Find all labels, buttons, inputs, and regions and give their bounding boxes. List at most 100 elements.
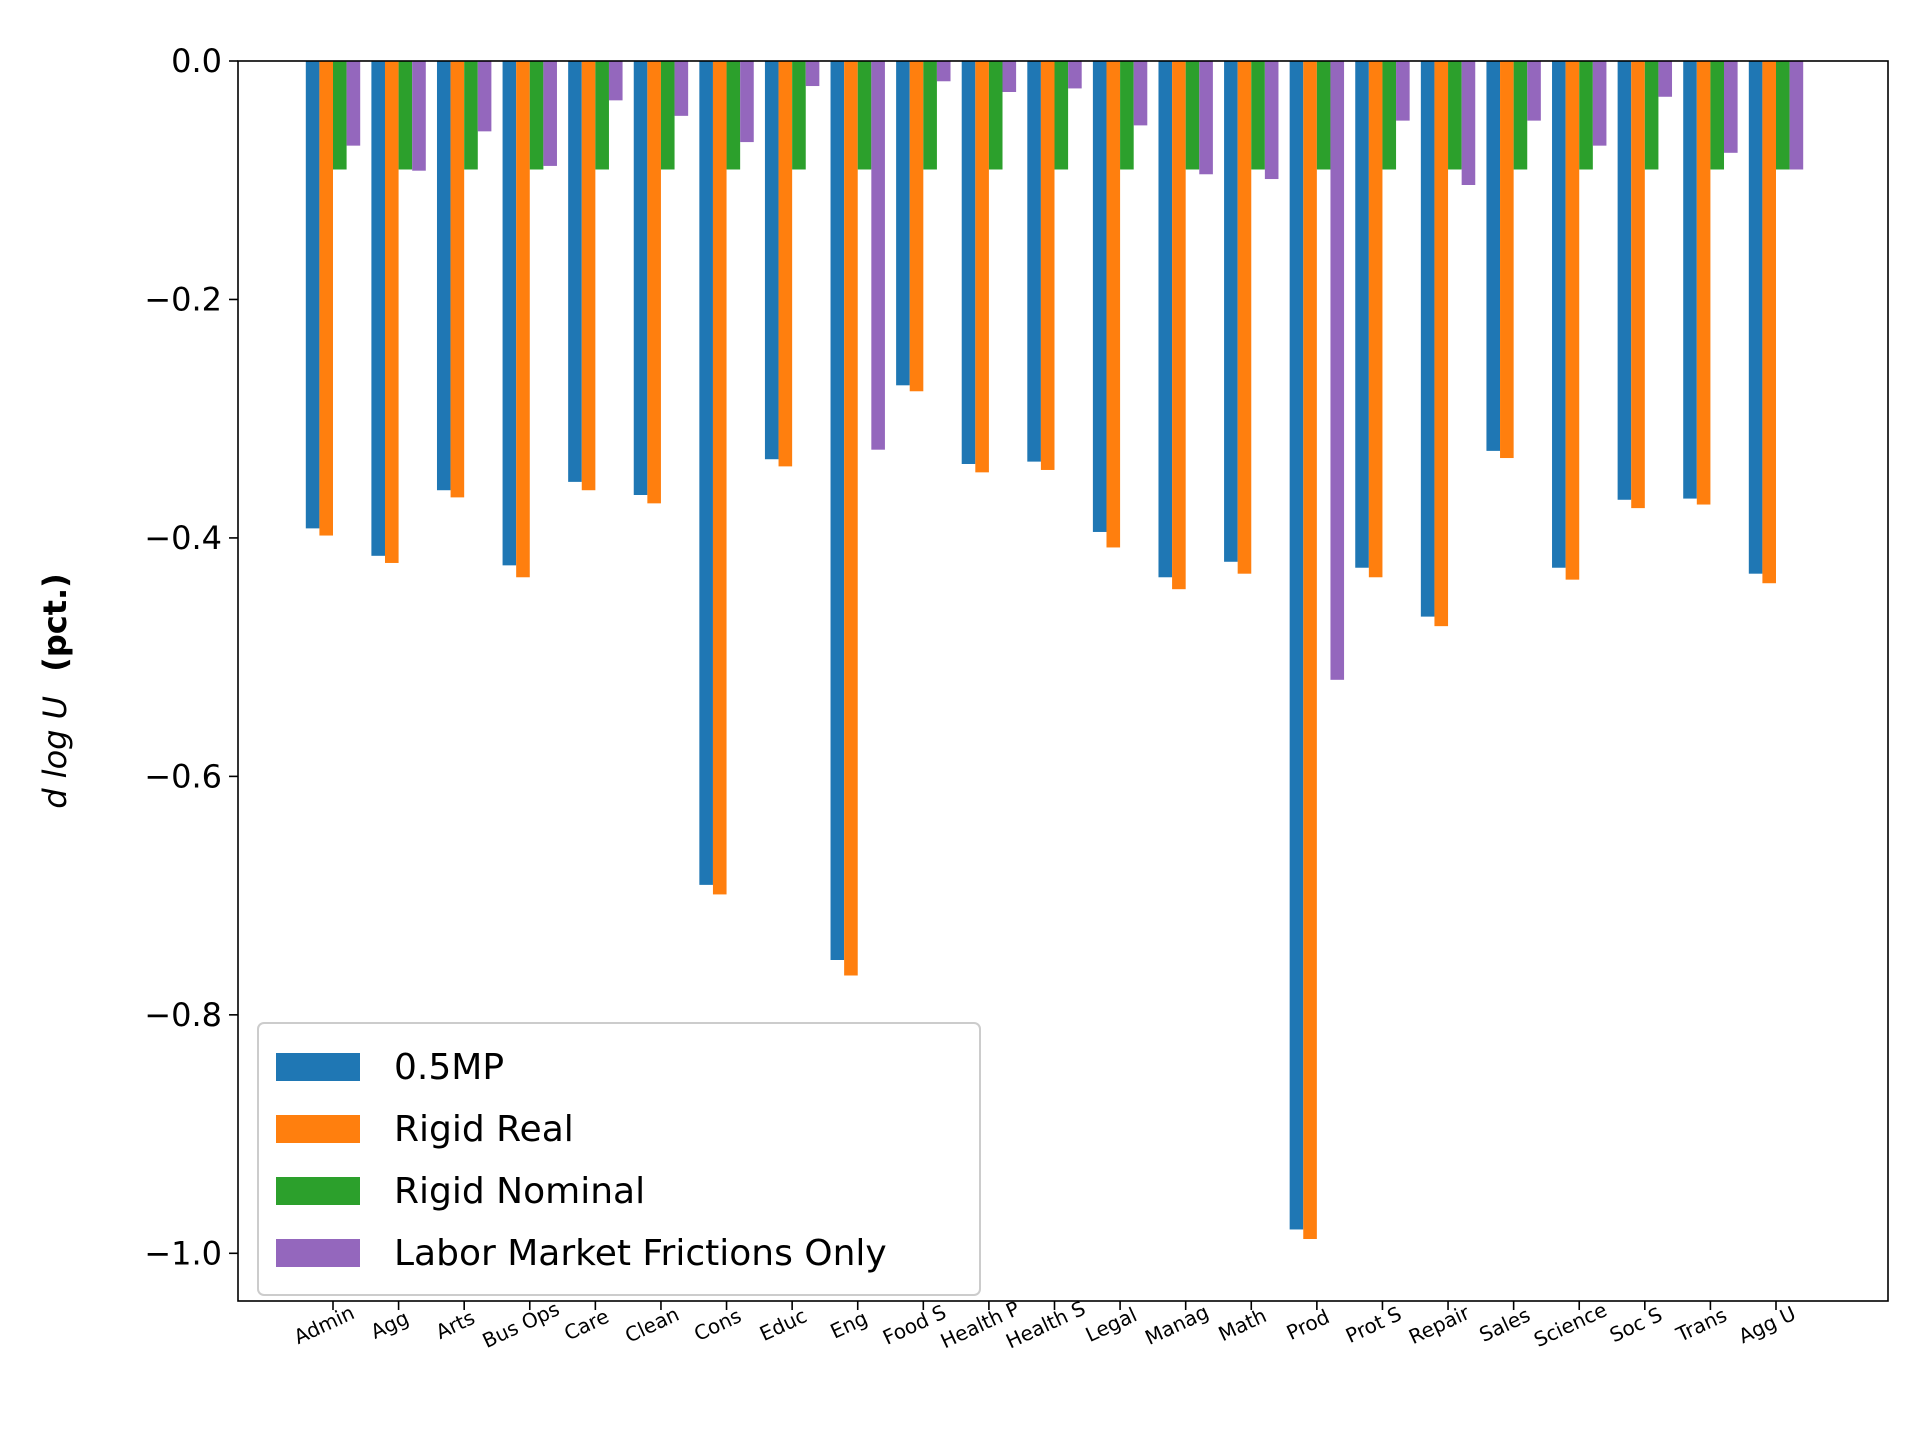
bar-agg-series-4	[412, 61, 426, 171]
legend-label: 0.5MP	[394, 1047, 504, 1088]
bar-soc-s-series-4	[1658, 61, 1673, 97]
bar-bus-ops-series-2	[516, 61, 530, 578]
y-axis-label-math: d log U	[36, 696, 74, 809]
bar-health-p-series-3	[988, 61, 1003, 170]
bar-legal-series-3	[1120, 61, 1134, 170]
legend-swatch	[276, 1115, 360, 1143]
bar-admin-series-3	[333, 61, 347, 170]
bar-food-s-series-4	[936, 61, 951, 82]
y-tick-label: −1.0	[144, 1234, 222, 1272]
bar-admin-series-1	[305, 61, 320, 529]
y-tick-label: 0.0	[171, 42, 222, 80]
bar-health-p-series-4	[1002, 61, 1017, 92]
y-tick-label: −0.8	[144, 996, 222, 1034]
bar-bus-ops-series-1	[502, 61, 517, 566]
bar-trans-series-3	[1710, 61, 1725, 170]
legend-box	[257, 1022, 981, 1296]
bar-legal-series-4	[1133, 61, 1148, 126]
bar-prot-s-series-2	[1368, 61, 1383, 578]
bar-care-series-2	[581, 61, 596, 491]
bar-legal-series-2	[1106, 61, 1121, 548]
bar-eng-series-1	[830, 61, 845, 960]
bar-prod-series-4	[1330, 61, 1345, 680]
legend: 0.5MP Rigid Real Rigid Nominal Labor Market…	[257, 1022, 981, 1296]
bar-math-series-2	[1237, 61, 1252, 574]
bar-soc-s-series-1	[1617, 61, 1632, 500]
bar-clean-series-3	[660, 61, 675, 170]
bar-cons-series-2	[712, 61, 727, 895]
bar-repair-series-4	[1461, 61, 1476, 185]
bar-manag-series-1	[1158, 61, 1173, 578]
bar-cons-series-3	[726, 61, 741, 170]
bar-agg-u-series-3	[1776, 61, 1790, 170]
bar-prod-series-2	[1303, 61, 1317, 1239]
bar-prot-s-series-3	[1382, 61, 1397, 170]
bar-arts-series-2	[450, 61, 465, 498]
bar-care-series-4	[608, 61, 623, 101]
bar-educ-series-1	[764, 61, 779, 460]
legend-swatch	[276, 1239, 360, 1267]
bar-care-series-3	[595, 61, 609, 170]
y-axis-label: d log U (pct.)	[36, 573, 74, 809]
bar-agg-series-2	[384, 61, 399, 563]
bar-trans-series-4	[1724, 61, 1738, 153]
bar-admin-series-2	[319, 61, 333, 536]
bar-math-series-3	[1251, 61, 1265, 170]
bar-manag-series-2	[1172, 61, 1186, 590]
bar-educ-series-4	[805, 61, 820, 87]
bar-agg-u-series-4	[1789, 61, 1804, 170]
bar-cons-series-1	[699, 61, 713, 885]
bar-health-s-series-4	[1068, 61, 1082, 89]
legend-swatch	[276, 1177, 360, 1205]
bar-agg-u-series-1	[1748, 61, 1763, 574]
bar-food-s-series-3	[923, 61, 937, 170]
y-tick-label: −0.4	[144, 519, 222, 557]
bar-prot-s-series-4	[1396, 61, 1410, 121]
bar-sales-series-2	[1500, 61, 1514, 459]
bar-prod-series-1	[1289, 61, 1304, 1230]
bar-manag-series-3	[1185, 61, 1200, 170]
legend-label: Labor Market Frictions Only	[394, 1233, 887, 1274]
bar-sales-series-1	[1486, 61, 1501, 451]
bar-admin-series-4	[346, 61, 361, 146]
bar-cons-series-4	[740, 61, 754, 143]
bar-prod-series-3	[1316, 61, 1331, 170]
bar-agg-series-3	[398, 61, 413, 170]
bar-eng-series-4	[871, 61, 885, 450]
legend-label: Rigid Nominal	[394, 1171, 645, 1212]
bar-repair-series-1	[1420, 61, 1435, 617]
y-tick-label: −0.6	[144, 757, 222, 795]
bar-agg-series-1	[371, 61, 385, 556]
bar-health-s-series-3	[1054, 61, 1069, 170]
bar-health-s-series-1	[1027, 61, 1041, 462]
bar-math-series-1	[1224, 61, 1238, 562]
y-axis: 0.0 −0.2 −0.4 −0.6 −0.8 −1.0	[144, 42, 238, 1272]
bar-legal-series-1	[1092, 61, 1107, 532]
bars-group	[305, 61, 1804, 1239]
bar-repair-series-2	[1434, 61, 1449, 627]
bar-eng-series-3	[857, 61, 872, 170]
bar-arts-series-3	[464, 61, 478, 170]
bar-math-series-4	[1264, 61, 1279, 180]
bar-health-p-series-2	[975, 61, 989, 473]
bar-clean-series-4	[674, 61, 689, 116]
bar-health-p-series-1	[961, 61, 976, 464]
y-axis-label-unit: (pct.)	[36, 573, 74, 672]
bar-bus-ops-series-3	[529, 61, 544, 170]
legend-label: Rigid Real	[394, 1109, 574, 1150]
bar-soc-s-series-3	[1644, 61, 1659, 170]
bar-trans-series-2	[1696, 61, 1711, 505]
bar-manag-series-4	[1199, 61, 1213, 175]
bar-clean-series-2	[647, 61, 661, 504]
bar-science-series-2	[1565, 61, 1580, 580]
bar-science-series-1	[1552, 61, 1566, 568]
bar-food-s-series-1	[896, 61, 910, 386]
bar-arts-series-1	[436, 61, 451, 491]
bar-repair-series-3	[1448, 61, 1462, 170]
bar-science-series-4	[1592, 61, 1607, 146]
y-tick-label: −0.2	[144, 280, 222, 318]
bar-science-series-3	[1579, 61, 1593, 170]
axes-frame	[237, 60, 1889, 1302]
bar-care-series-1	[568, 61, 582, 482]
